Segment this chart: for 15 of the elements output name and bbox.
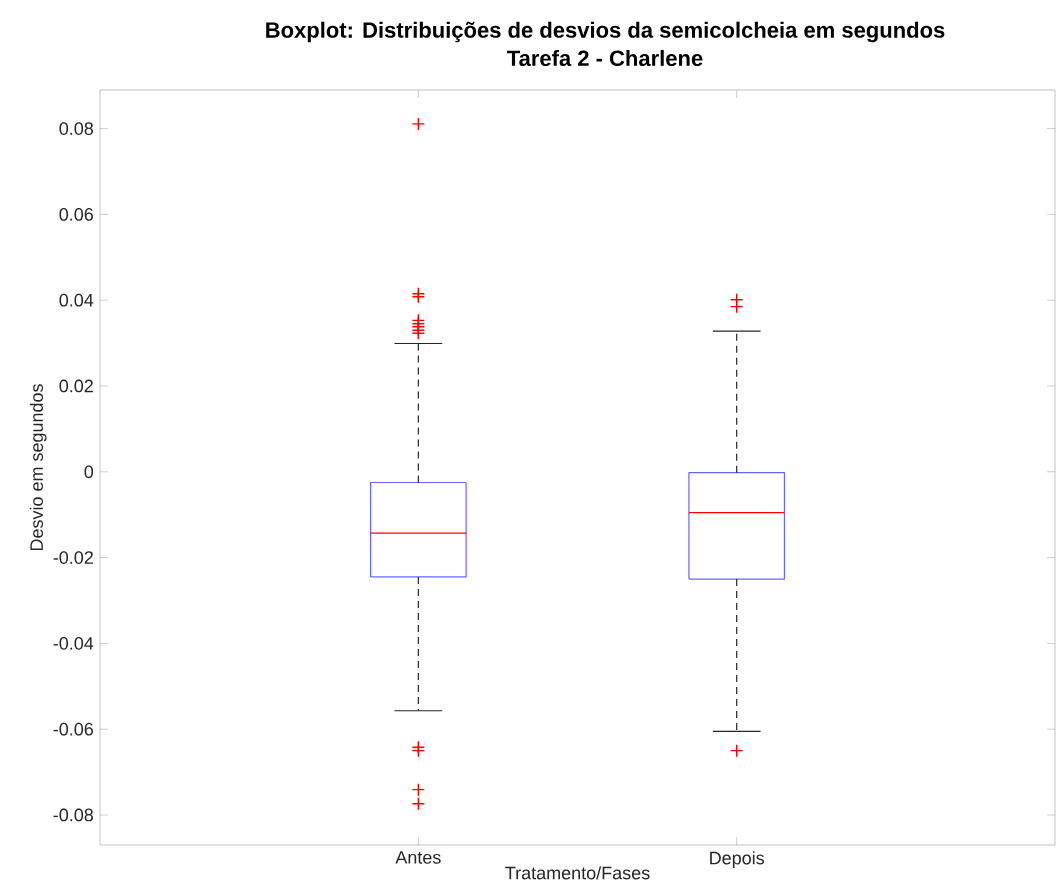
y-tick-label: 0.04 bbox=[59, 293, 94, 307]
y-tick-label: -0.08 bbox=[53, 808, 94, 822]
y-tick-label: 0.02 bbox=[59, 379, 93, 393]
y-tick-label: -0.04 bbox=[53, 637, 94, 650]
y-tick-label: 0 bbox=[84, 465, 94, 479]
y-tick-label: -0.02 bbox=[53, 551, 93, 564]
y-tick-label: 0.08 bbox=[59, 122, 94, 135]
chart-subtitle: Tarefa 2 - Charlene bbox=[507, 49, 703, 67]
y-tick-label: -0.06 bbox=[53, 722, 94, 736]
x-tick-label: Antes bbox=[395, 851, 441, 864]
x-tick-label: Depois bbox=[710, 851, 765, 868]
chart-title: Boxplot: Distribuições de desvios da semicolcheia em segundos bbox=[266, 21, 945, 43]
y-axis-title: Desvio em segundos bbox=[29, 384, 47, 551]
y-tick-label: 0.06 bbox=[59, 208, 94, 221]
x-axis-title: Tratamento/Fases bbox=[505, 866, 650, 880]
